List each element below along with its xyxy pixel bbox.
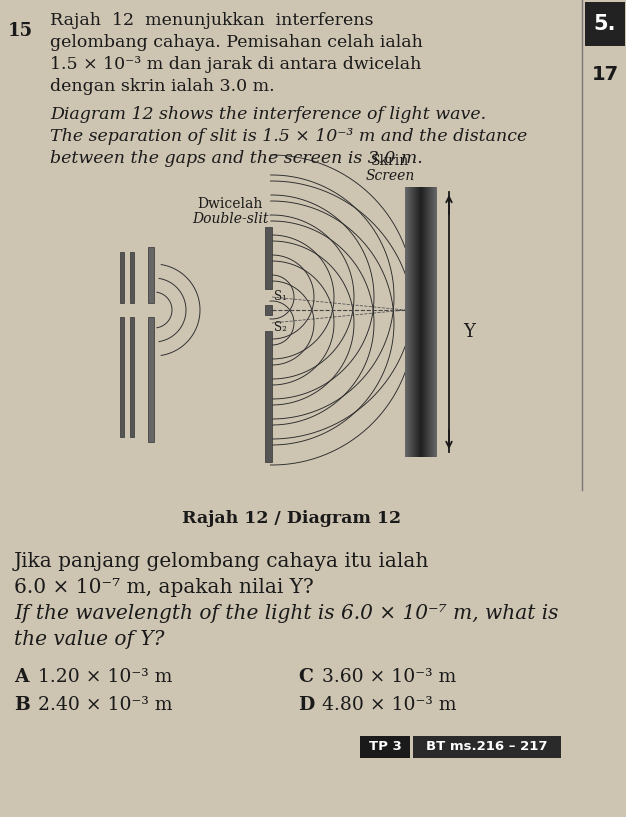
Bar [130,317,134,437]
Text: 6.0 × 10⁻⁷ m, apakah nilai Y?: 6.0 × 10⁻⁷ m, apakah nilai Y? [14,578,314,597]
Bar [432,187,433,457]
Bar [417,187,418,457]
Text: BT ms.216 – 217: BT ms.216 – 217 [426,740,548,753]
Bar [130,252,134,303]
Bar [408,187,409,457]
Text: dengan skrin ialah 3.0 m.: dengan skrin ialah 3.0 m. [50,78,275,95]
Text: S₁: S₁ [274,291,287,303]
Text: TP 3: TP 3 [369,740,401,753]
Bar [409,187,410,457]
Bar [419,187,420,457]
Bar [412,187,413,457]
Text: 2.40 × 10⁻³ m: 2.40 × 10⁻³ m [38,696,173,714]
Text: 4.80 × 10⁻³ m: 4.80 × 10⁻³ m [322,696,456,714]
Bar [429,187,430,457]
Bar [410,187,411,457]
Text: The separation of slit is 1.5 × 10⁻³ m and the distance: The separation of slit is 1.5 × 10⁻³ m a… [50,128,527,145]
Bar [418,187,419,457]
Bar [585,2,625,46]
Text: Jika panjang gelombang cahaya itu ialah: Jika panjang gelombang cahaya itu ialah [14,552,429,571]
Text: Diagram 12 shows the interference of light wave.: Diagram 12 shows the interference of lig… [50,106,486,123]
Text: Rajah  12  menunjukkan  interferens: Rajah 12 menunjukkan interferens [50,12,374,29]
Bar [420,187,421,457]
Bar [425,187,426,457]
Text: A: A [14,668,29,686]
Bar [360,736,410,758]
Text: Y: Y [463,323,475,341]
Text: between the gaps and the screen is 3.0 m.: between the gaps and the screen is 3.0 m… [50,150,423,167]
Bar [416,187,417,457]
Text: 17: 17 [592,65,618,83]
Text: C: C [298,668,313,686]
Text: 3.60 × 10⁻³ m: 3.60 × 10⁻³ m [322,668,456,686]
Bar [424,187,425,457]
Bar [421,187,422,457]
Bar [265,305,272,315]
Text: Dwicelah: Dwicelah [197,197,263,211]
Bar [407,187,408,457]
Bar [265,331,272,462]
Bar [426,187,427,457]
Bar [423,187,424,457]
Bar [430,187,431,457]
Bar [435,187,436,457]
Bar [120,252,124,303]
Bar [265,227,272,289]
Bar [433,187,434,457]
Bar [422,187,423,457]
Bar [436,187,437,457]
Text: B: B [14,696,30,714]
Text: Rajah 12 / Diagram 12: Rajah 12 / Diagram 12 [182,510,401,527]
Bar [431,187,432,457]
Text: If the wavelength of the light is 6.0 × 10⁻⁷ m, what is: If the wavelength of the light is 6.0 × … [14,604,558,623]
Bar [414,187,415,457]
Bar [415,187,416,457]
Text: 1.5 × 10⁻³ m dan jarak di antara dwicelah: 1.5 × 10⁻³ m dan jarak di antara dwicela… [50,56,421,73]
Text: 15: 15 [8,22,33,40]
Text: the value of Y?: the value of Y? [14,630,165,649]
Text: Screen: Screen [366,169,414,183]
Text: Skrin: Skrin [371,154,409,168]
Bar [405,187,406,457]
Bar [411,187,412,457]
Bar [413,187,414,457]
Bar [427,187,428,457]
Text: S₂: S₂ [274,320,287,333]
Bar [434,187,435,457]
Bar [413,736,561,758]
Bar [148,317,154,442]
Text: D: D [298,696,314,714]
Text: Double-slit: Double-slit [192,212,269,226]
Bar [428,187,429,457]
Bar [120,317,124,437]
Text: 5.: 5. [593,14,616,34]
Text: 1.20 × 10⁻³ m: 1.20 × 10⁻³ m [38,668,172,686]
Bar [406,187,407,457]
Text: gelombang cahaya. Pemisahan celah ialah: gelombang cahaya. Pemisahan celah ialah [50,34,423,51]
Bar [148,247,154,303]
